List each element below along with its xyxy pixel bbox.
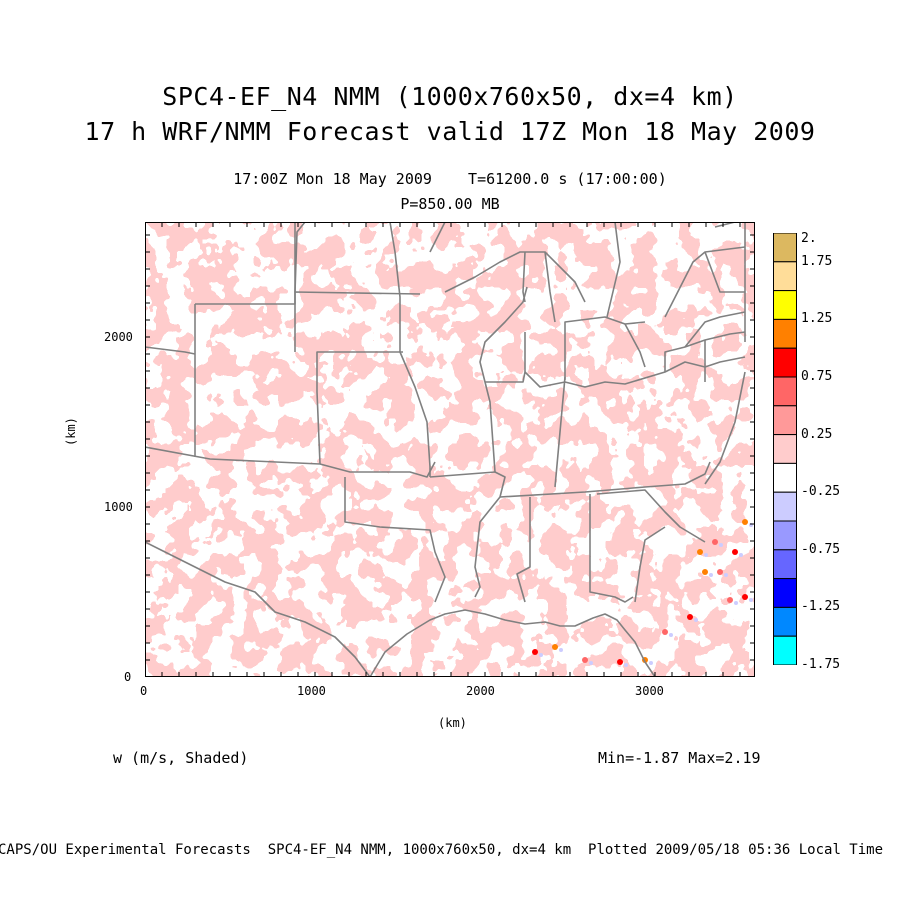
variable-label: w (m/s, Shaded) [113,749,249,767]
plot-title-line2: 17 h WRF/NMM Forecast valid 17Z Mon 18 M… [84,117,816,146]
updraft-cell [727,597,733,603]
colorbar-label: 2. [801,231,817,246]
x-tick-label: 0 [140,684,148,698]
downdraft-cell [539,653,543,657]
downdraft-cell [649,661,653,665]
colorbar-swatch [773,318,797,349]
y-tick-label: 2000 [104,330,133,344]
colorbar-swatch [773,491,797,522]
colorbar-label: -1.25 [801,599,841,615]
updraft-cell [697,549,703,555]
colorbar-label: 1.25 [801,311,833,327]
colorbar-swatch [773,290,797,320]
downdraft-cell [749,598,753,602]
colorbar-swatch [773,635,797,665]
colorbar-label: 0.75 [801,369,833,384]
footer-credits: CAPS/OU Experimental Forecasts SPC4-EF_N… [0,842,884,858]
updraft-cell [617,659,623,665]
colorbar-label: 0.25 [801,426,833,442]
downdraft-cell [734,601,738,605]
x-tick-label: 3000 [635,684,664,698]
downdraft-cell [559,648,563,652]
colorbar-swatch [773,347,797,378]
x-tick-label: 1000 [297,684,326,698]
pressure-level-label: P=850.00 MB [400,195,500,213]
colorbar-swatch [773,462,797,493]
colorbar-swatch [773,520,797,551]
updraft-cell [532,649,538,655]
colorbar-swatch [773,578,797,608]
updraft-cell [717,569,723,575]
colorbar-label: -0.25 [801,484,841,500]
colorbar-swatch [773,434,797,464]
updraft-cell [742,594,748,600]
updraft-cell [732,549,738,555]
colorbar-swatch [773,606,797,637]
downdraft-cell [724,573,728,577]
y-axis-label: (km) [64,417,78,446]
downdraft-cell [739,553,743,557]
updraft-cell [582,657,588,663]
downdraft-cell [709,573,713,577]
downdraft-cell [694,618,698,622]
updraft-cell [712,539,718,545]
colorbar-swatch [773,261,797,292]
axis-minor-ticks [145,222,755,677]
updraft-cell [662,629,668,635]
colorbar-label: -0.75 [801,541,841,557]
downdraft-cell [719,543,723,547]
y-tick-label: 1000 [104,500,133,514]
strong-updraft-cells [532,519,753,667]
colorbar-swatch [773,233,797,263]
plot-frame [145,222,755,677]
colorbar [773,233,797,665]
state-boundaries [145,222,746,677]
downdraft-cell [669,633,673,637]
colorbar-label: 1.75 [801,253,833,269]
downdraft-cell [624,663,628,667]
y-tick-label: 0 [124,670,132,684]
colorbar-swatch [773,405,797,436]
map-plot-area [145,222,755,677]
colorbar-label: -1.75 [801,657,841,672]
vertical-velocity-shading [145,222,755,677]
downdraft-cell [704,553,708,557]
valid-time-label: 17:00Z Mon 18 May 2009 T=61200.0 s (17:0… [233,170,667,188]
updraft-cell [552,644,558,650]
updraft-cell [687,614,693,620]
updraft-cell [702,569,708,575]
updraft-cell [742,519,748,525]
colorbar-swatch [773,376,797,407]
min-max-label: Min=-1.87 Max=2.19 [598,749,761,767]
colorbar-swatch [773,549,797,580]
downdraft-cell [589,661,593,665]
x-axis-label: (km) [438,716,467,730]
plot-title-line1: SPC4-EF_N4 NMM (1000x760x50, dx=4 km) [162,82,738,111]
x-tick-label: 2000 [466,684,495,698]
